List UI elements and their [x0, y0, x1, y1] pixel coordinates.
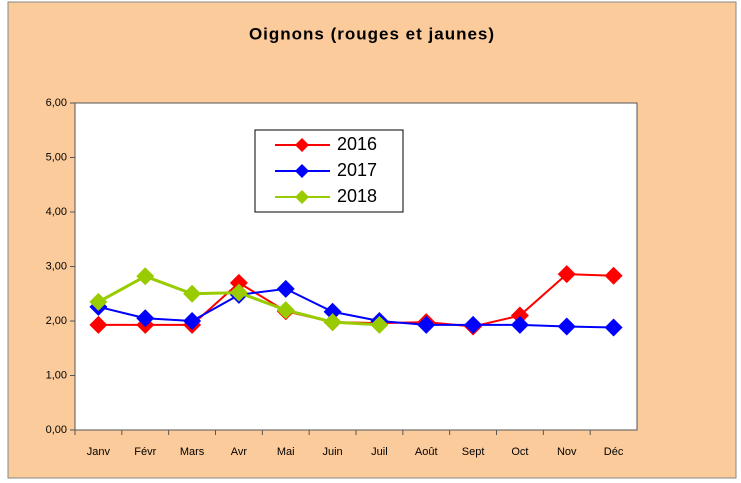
- legend-label: 2017: [337, 160, 377, 180]
- y-tick-label: 6,00: [46, 97, 67, 109]
- point: [229, 283, 248, 302]
- point: [510, 315, 529, 334]
- x-tick-label: Juil: [371, 446, 388, 458]
- point: [89, 315, 108, 334]
- legend-label: 2018: [337, 186, 377, 206]
- x-tick-label: Mars: [180, 446, 205, 458]
- y-tick-label: 2,00: [46, 315, 67, 327]
- y-tick-label: 4,00: [46, 206, 67, 218]
- x-tick-label: Nov: [557, 446, 577, 458]
- point: [557, 317, 576, 336]
- chart-title: Oignons (rouges et jaunes): [249, 24, 495, 43]
- x-tick-label: Mai: [277, 446, 295, 458]
- y-tick-label: 5,00: [46, 151, 67, 163]
- point: [89, 292, 108, 311]
- x-tick-label: Déc: [604, 446, 624, 458]
- legend-marker: [295, 138, 309, 152]
- x-tick-label: Août: [415, 446, 438, 458]
- legend-marker: [295, 164, 309, 178]
- point: [464, 315, 483, 334]
- x-tick-label: Janv: [87, 446, 111, 458]
- point: [557, 265, 576, 284]
- x-tick-label: Oct: [511, 446, 528, 458]
- point: [183, 312, 202, 330]
- point: [323, 313, 342, 332]
- point: [276, 279, 295, 298]
- point: [510, 306, 529, 325]
- x-tick-label: Juin: [322, 446, 342, 458]
- point: [229, 273, 248, 292]
- y-tick-label: 3,00: [46, 260, 67, 272]
- x-tick-label: Sept: [462, 446, 485, 458]
- point: [276, 301, 295, 320]
- point: [323, 302, 342, 321]
- x-tick-label: Févr: [134, 446, 156, 458]
- point: [604, 318, 623, 337]
- point: [183, 284, 202, 303]
- point: [136, 309, 155, 328]
- legend-marker: [295, 190, 309, 204]
- point: [417, 315, 436, 334]
- point: [370, 315, 389, 334]
- point: [136, 267, 155, 286]
- y-tick-label: 1,00: [46, 369, 67, 381]
- x-tick-label: Avr: [231, 446, 248, 458]
- y-tick-label: 0,00: [46, 424, 67, 436]
- legend-label: 2016: [337, 134, 377, 154]
- point: [604, 266, 623, 285]
